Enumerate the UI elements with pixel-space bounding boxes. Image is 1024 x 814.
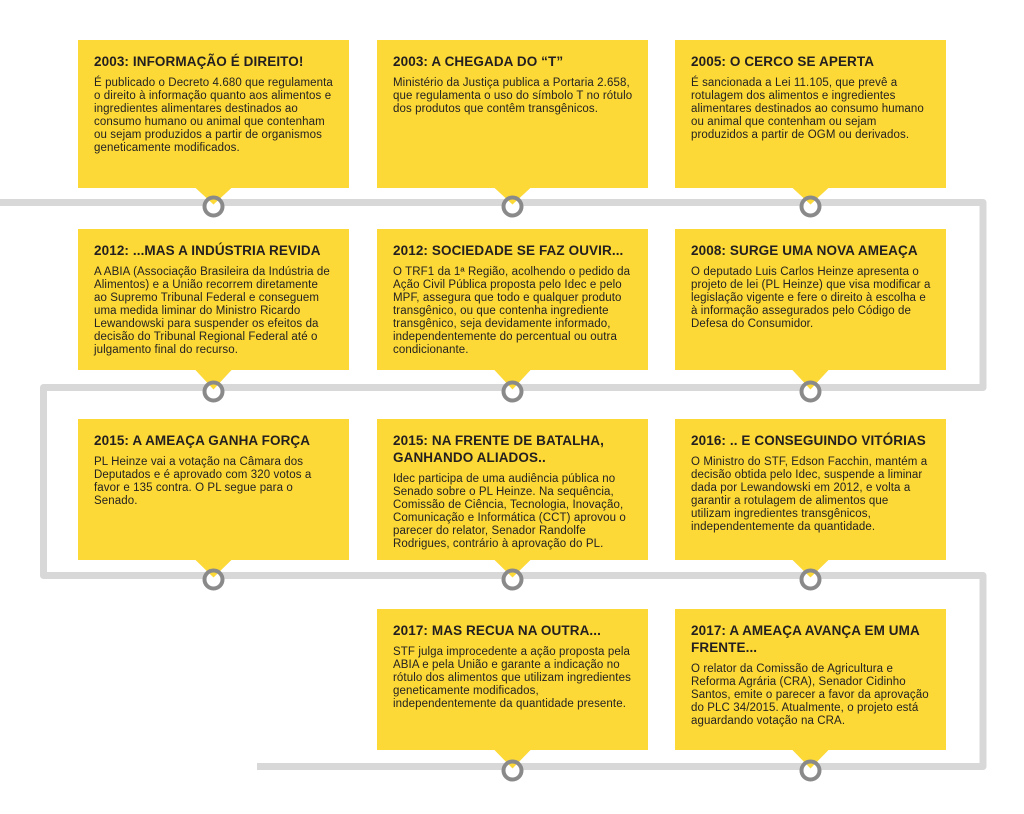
card-title: 2016: .. E CONSEGUINDO VITÓRIAS: [691, 433, 926, 448]
timeline-node: [194, 559, 233, 591]
card-2015-na-frente-de-batalha: 2015: NA FRENTE DE BATALHA, GANHANDO ALI…: [377, 419, 648, 560]
card-body: Idec participa de uma audiência pública …: [393, 473, 626, 550]
card-title: 2003: A CHEGADA DO “T”: [393, 54, 564, 69]
timeline-connector-line: [0, 199, 987, 770]
timeline-node: [791, 749, 830, 782]
card-body: É publicado o Decreto 4.680 que regulame…: [94, 77, 333, 154]
timeline-node: [493, 559, 532, 591]
card-body: A ABIA (Associação Brasileira da Indústr…: [94, 266, 330, 356]
card-2003-a-chegada-do-t: 2003: A CHEGADA DO “T” Ministério da Jus…: [377, 40, 648, 188]
card-body: O deputado Luis Carlos Heinze apresenta …: [691, 266, 931, 330]
card-title: 2005: O CERCO SE APERTA: [691, 54, 875, 69]
card-2005-o-cerco-se-aperta: 2005: O CERCO SE APERTA É sancionada a L…: [675, 40, 946, 188]
card-2016-e-conseguindo-vitorias: 2016: .. E CONSEGUINDO VITÓRIAS O Minist…: [675, 419, 946, 560]
card-title: 2017: MAS RECUA NA OUTRA...: [393, 623, 601, 638]
card-2012-mas-a-industria-revida: 2012: ...MAS A INDÚSTRIA REVIDA A ABIA (…: [78, 229, 349, 370]
card-title: 2017: A AMEAÇA AVANÇA EM UMA FRENTE...: [691, 623, 920, 655]
timeline-node: [791, 369, 830, 403]
timeline-node: [791, 187, 830, 218]
card-body: Ministério da Justiça publica a Portaria…: [393, 77, 633, 115]
timeline-node: [194, 187, 233, 218]
card-body: O TRF1 da 1ª Região, acolhendo o pedido …: [393, 266, 631, 356]
card-body: É sancionada a Lei 11.105, que prevê a r…: [691, 77, 924, 141]
card-body: PL Heinze vai a votação na Câmara dos De…: [94, 456, 312, 507]
timeline-node: [493, 749, 532, 782]
card-2017-a-ameaca-avanca-em-uma-frente: 2017: A AMEAÇA AVANÇA EM UMA FRENTE... O…: [675, 609, 946, 750]
card-title: 2012: SOCIEDADE SE FAZ OUVIR...: [393, 243, 624, 258]
timeline-node: [791, 559, 830, 591]
card-2015-a-ameaca-ganha-forca: 2015: A AMEAÇA GANHA FORÇA PL Heinze vai…: [78, 419, 349, 560]
card-body: O Ministro do STF, Edson Facchin, mantém…: [691, 456, 928, 533]
card-2008-surge-uma-nova-ameaca: 2008: SURGE UMA NOVA AMEAÇA O deputado L…: [675, 229, 946, 370]
card-2003-informacao-e-direito: 2003: INFORMAÇÃO É DIREITO! É publicado …: [78, 40, 349, 188]
card-2012-sociedade-se-faz-ouvir: 2012: SOCIEDADE SE FAZ OUVIR... O TRF1 d…: [377, 229, 648, 370]
card-body: O relator da Comissão de Agricultura e R…: [691, 663, 929, 727]
card-2017-mas-recua-na-outra: 2017: MAS RECUA NA OUTRA... STF julga im…: [377, 609, 648, 750]
card-title: 2008: SURGE UMA NOVA AMEAÇA: [691, 243, 918, 258]
timeline-node: [194, 369, 233, 403]
timeline-node: [493, 369, 532, 403]
card-title: 2015: NA FRENTE DE BATALHA, GANHANDO ALI…: [393, 433, 604, 465]
card-body: STF julga improcedente a ação proposta p…: [393, 646, 631, 710]
card-title: 2012: ...MAS A INDÚSTRIA REVIDA: [94, 243, 321, 258]
card-title: 2003: INFORMAÇÃO É DIREITO!: [94, 54, 304, 69]
card-title: 2015: A AMEAÇA GANHA FORÇA: [94, 433, 311, 448]
timeline-node: [493, 187, 532, 218]
